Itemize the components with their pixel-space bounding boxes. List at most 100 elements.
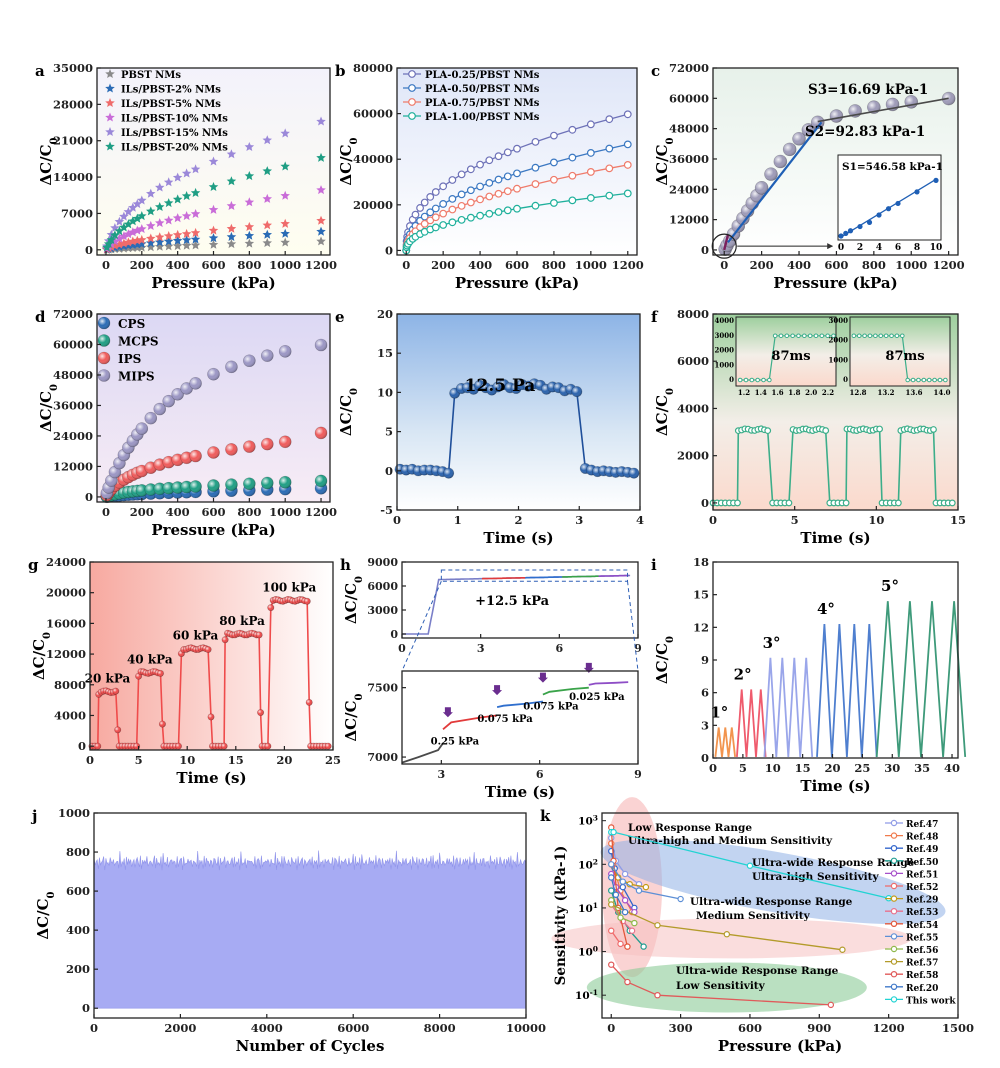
- inset-point: [851, 333, 857, 339]
- x-tick-label: 25: [325, 753, 341, 767]
- data-point: [262, 220, 272, 230]
- x-tick-label: 30: [884, 761, 900, 775]
- inset-point: [761, 377, 766, 383]
- y-tick-label: 28000: [53, 97, 93, 111]
- data-point: [448, 176, 457, 184]
- data-point: [457, 170, 466, 179]
- series-4°: [816, 624, 878, 757]
- x-tick-label: 0: [393, 513, 401, 527]
- inset-point: [873, 333, 878, 339]
- inset-point: [737, 377, 743, 383]
- data-point: [531, 163, 540, 172]
- data-point: [226, 200, 237, 210]
- data-point: [190, 209, 201, 218]
- data-point: [280, 190, 290, 200]
- plot-area: 1.2 1.4 1.6 1.8 2.0 2.20100020003000400087ms1…: [709, 316, 956, 507]
- step-label: 0.075 kPa: [523, 702, 579, 713]
- y-axis-label: ΔC/C0: [37, 137, 60, 185]
- inset-frame: [849, 316, 951, 387]
- inset-tick-label: 1.4: [755, 388, 767, 397]
- x-tick-label: 6: [536, 768, 544, 781]
- label-s1: S1=546.58 kPa-1: [842, 161, 943, 173]
- inset-tick-label: 14.0: [933, 388, 950, 397]
- data-point: [106, 234, 117, 244]
- data-point-shade: [243, 440, 256, 453]
- data-point: [621, 897, 629, 904]
- legend-marker: [105, 98, 115, 107]
- x-axis-label: Time (s): [800, 529, 870, 547]
- data-point: [550, 199, 558, 207]
- data-point: [114, 233, 125, 243]
- data-point: [416, 204, 424, 212]
- series-PLA-1.00/PBST NMs: [402, 189, 632, 255]
- data-point-shade: [225, 443, 238, 456]
- x-tick-label: 400: [787, 258, 811, 272]
- legend-marker: [105, 83, 115, 93]
- y-tick-label: 600: [66, 884, 90, 898]
- data-point: [181, 240, 192, 250]
- x-tick-label: 1000: [269, 505, 301, 519]
- data-point-shade: [171, 388, 184, 401]
- inset-tick-label: 1000: [829, 355, 849, 364]
- series-segment: [401, 742, 444, 764]
- axes-frame: [401, 561, 639, 639]
- angle-label: 2°: [734, 665, 752, 683]
- data-point: [172, 172, 183, 182]
- legend-label: Ref.55: [906, 933, 938, 943]
- data-point: [476, 182, 484, 191]
- y-tick-label: 18: [693, 555, 709, 569]
- legend-marker: [105, 127, 115, 136]
- series-Ref.55: [608, 861, 684, 903]
- legend-marker: [408, 98, 416, 106]
- inset-data-point: [866, 219, 873, 225]
- label-s2: S2=92.83 kPa-1: [805, 124, 925, 140]
- data-point: [513, 144, 521, 153]
- data-point: [723, 931, 731, 938]
- data-point: [426, 208, 435, 217]
- x-tick-label: 15: [950, 513, 966, 527]
- x-tick-label: 0: [102, 505, 110, 519]
- x-tick-label: 3: [438, 768, 446, 781]
- axes: 0 300 600 900 1200 1500 Pressure (kPa) k: [540, 807, 974, 1055]
- data-point: [316, 226, 326, 236]
- angle-label: 3°: [763, 634, 781, 652]
- data-point-shade: [279, 345, 292, 358]
- step-label: 20 kPa: [85, 672, 131, 686]
- data-point: [208, 225, 219, 235]
- y-tick-label: 36000: [53, 398, 93, 412]
- series-signal: [709, 425, 956, 507]
- data-point: [155, 237, 165, 247]
- series-5°: [875, 601, 967, 757]
- plot-background: [402, 671, 638, 764]
- legend-label: Ref.52: [906, 883, 938, 893]
- legend-label: ILs/PBST-5% NMs: [121, 99, 221, 110]
- series-Ref.20: [608, 874, 629, 916]
- data-point: [226, 239, 237, 249]
- panel-letter: e: [335, 308, 345, 326]
- regions: [551, 797, 946, 1013]
- data-point-shade: [157, 670, 164, 677]
- zoom-circle: [711, 233, 737, 259]
- legend-marker: [890, 958, 898, 965]
- x-tick-label: 1200: [933, 258, 965, 272]
- panel-f: 1.2 1.4 1.6 1.8 2.0 2.20100020003000400087ms1…: [651, 307, 966, 547]
- data-point: [513, 184, 521, 193]
- plot-background: [397, 314, 640, 510]
- label-s3: S3=16.69 kPa-1: [808, 82, 928, 98]
- inset-data-point: [885, 206, 892, 212]
- data-point: [155, 241, 165, 251]
- inset-tick-label: 8: [914, 243, 920, 253]
- data-point: [608, 901, 615, 908]
- data-point: [208, 204, 219, 214]
- arrow-down-icon: [442, 707, 453, 718]
- data-point: [605, 144, 614, 153]
- y-tick-label: 20000: [46, 586, 86, 600]
- x-tick-label: 0: [709, 761, 717, 775]
- data-point: [608, 961, 615, 968]
- data-point: [550, 131, 558, 140]
- x-tick-label: 6000: [337, 1021, 369, 1035]
- data-point-shade: [773, 155, 787, 168]
- data-point-shade: [135, 484, 148, 497]
- data-point: [764, 427, 772, 435]
